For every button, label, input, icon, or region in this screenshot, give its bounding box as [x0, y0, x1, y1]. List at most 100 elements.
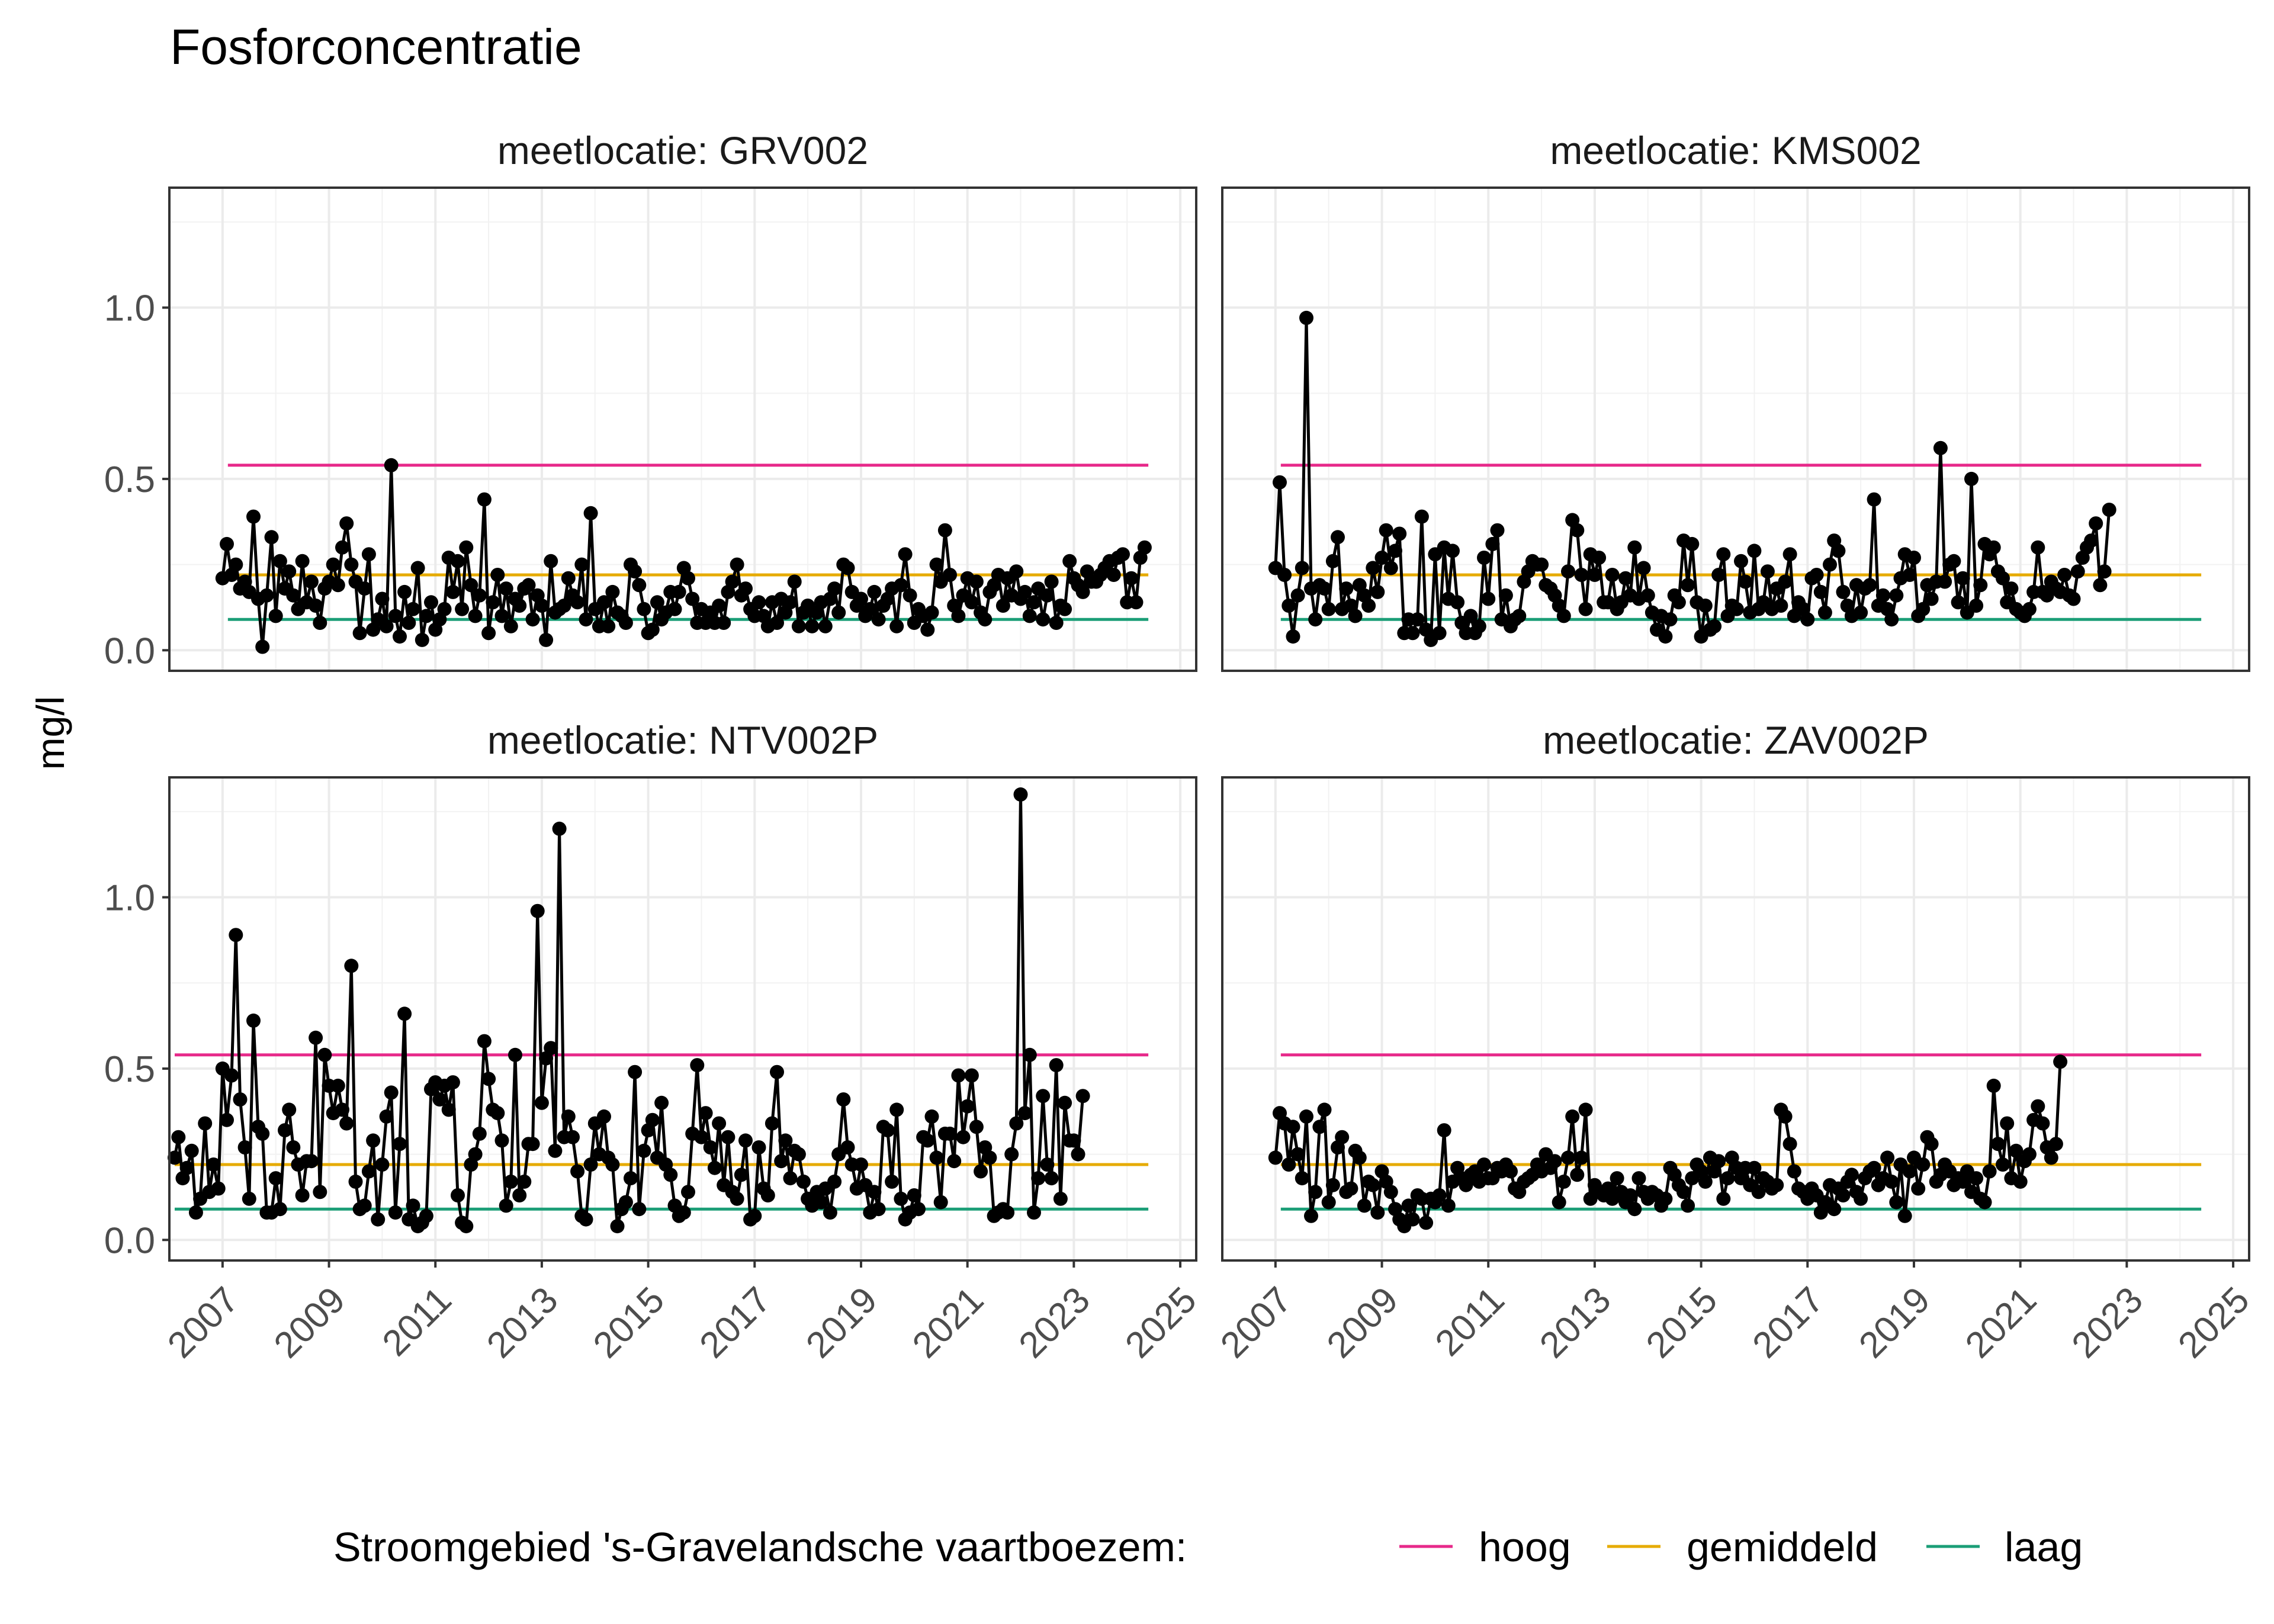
data-point: [224, 1068, 239, 1083]
data-point: [1044, 574, 1059, 589]
data-point: [233, 1092, 248, 1107]
data-point: [1986, 1078, 2001, 1093]
data-point: [1383, 1185, 1398, 1199]
data-point: [1547, 1154, 1562, 1169]
data-point: [330, 578, 345, 593]
data-point: [379, 1109, 394, 1124]
data-point: [220, 1112, 234, 1127]
data-point: [1419, 1215, 1434, 1230]
data-point: [1844, 1168, 1859, 1182]
data-point: [375, 591, 390, 606]
data-point: [951, 609, 966, 623]
data-point: [871, 1202, 886, 1217]
data-point: [765, 1116, 779, 1131]
data-point: [481, 1072, 496, 1086]
data-point: [1000, 1205, 1015, 1220]
data-point: [521, 578, 536, 593]
data-point: [1058, 602, 1072, 616]
data-point: [406, 1198, 420, 1213]
data-point: [929, 1150, 944, 1165]
data-point: [459, 1219, 474, 1234]
data-point: [419, 1208, 433, 1223]
data-point: [1969, 1171, 1984, 1186]
data-point: [805, 619, 820, 633]
data-point: [1916, 1157, 1931, 1172]
data-point: [1286, 1120, 1300, 1134]
data-point: [1854, 1191, 1868, 1206]
data-point: [1534, 557, 1549, 572]
data-point: [1477, 1157, 1491, 1172]
y-tick-label: 1.0: [104, 288, 155, 329]
data-point: [1561, 1150, 1575, 1165]
data-point: [1947, 554, 1961, 568]
data-point: [2035, 1116, 2050, 1131]
data-point: [2048, 1137, 2063, 1152]
data-point: [229, 928, 243, 943]
data-point: [1636, 561, 1651, 575]
y-tick-label: 0.0: [104, 631, 155, 671]
data-point: [1370, 1205, 1385, 1220]
data-point: [503, 619, 518, 633]
data-point: [747, 1208, 762, 1223]
legend: Stroomgebied 's-Gravelandsche vaartboeze…: [333, 1524, 2083, 1570]
data-point: [1924, 591, 1939, 606]
data-point: [738, 1133, 753, 1148]
data-point: [1782, 547, 1797, 562]
data-point: [1022, 609, 1037, 623]
data-point: [282, 564, 297, 579]
data-point: [1578, 602, 1593, 616]
data-point: [583, 506, 598, 520]
data-point: [690, 1058, 705, 1073]
data-point: [1268, 1150, 1283, 1165]
data-point: [1707, 619, 1722, 633]
data-point: [889, 1102, 904, 1117]
data-point: [1671, 595, 1686, 610]
data-point: [1982, 1164, 1997, 1179]
data-point: [1308, 1185, 1323, 1199]
data-point: [676, 1205, 691, 1220]
data-point: [1969, 599, 1984, 613]
data-point: [1774, 599, 1788, 613]
data-point: [326, 557, 341, 572]
data-point: [751, 595, 766, 610]
data-point: [451, 554, 465, 568]
data-point: [1027, 595, 1041, 610]
data-point: [969, 1120, 984, 1134]
data-point: [339, 1116, 354, 1131]
data-point: [220, 536, 234, 551]
data-point: [548, 1143, 563, 1158]
data-point: [1383, 561, 1398, 575]
data-point: [211, 1181, 226, 1196]
data-point: [969, 574, 984, 589]
data-point: [525, 612, 540, 627]
data-point: [490, 568, 505, 582]
data-point: [1290, 1147, 1305, 1162]
panel-ZAV002P: meetlocatie: ZAV002P: [1221, 718, 2250, 1262]
data-point: [384, 458, 399, 472]
panel-border: [1221, 776, 2250, 1262]
data-point: [947, 1154, 962, 1169]
data-point: [907, 1188, 921, 1202]
data-point: [268, 1171, 283, 1186]
data-point: [960, 1099, 975, 1114]
data-point: [304, 574, 319, 589]
data-point: [717, 616, 731, 630]
data-point: [1490, 523, 1505, 538]
data-point: [1570, 523, 1585, 538]
data-point: [419, 609, 433, 623]
data-point: [1897, 1208, 1912, 1223]
data-point: [1273, 475, 1287, 490]
data-point: [1711, 1154, 1726, 1169]
data-point: [1348, 609, 1363, 623]
data-point: [1441, 1198, 1456, 1213]
data-point: [1331, 530, 1345, 545]
data-point: [1058, 1095, 1072, 1110]
data-point: [1137, 540, 1152, 555]
data-point: [384, 1085, 399, 1100]
data-point: [672, 584, 686, 599]
data-point: [827, 581, 842, 596]
data-point: [2031, 540, 2045, 555]
data-point: [472, 588, 487, 603]
data-point: [570, 1164, 585, 1179]
data-point: [867, 1185, 882, 1199]
